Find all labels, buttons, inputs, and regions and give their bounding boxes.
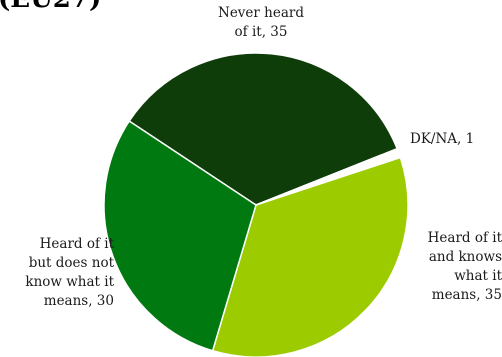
slice-label-line: and knows xyxy=(428,249,502,265)
slice-label-line: of it, 35 xyxy=(234,24,288,40)
slice-label-line: what it xyxy=(454,268,502,284)
slice-label-line: but does not xyxy=(28,255,114,271)
slice-label-line: DK/NA, 1 xyxy=(410,131,475,147)
slice-label-line: means, 35 xyxy=(431,287,502,303)
chart-title: (EU27) xyxy=(0,0,101,14)
slice-label-dk-na: DK/NA, 1 xyxy=(410,130,500,149)
slice-label-line: Heard of it xyxy=(39,236,114,252)
slice-label-heard-knows: Heard of it and knows what it means, 35 xyxy=(404,229,502,305)
slice-label-line: know what it xyxy=(25,274,114,290)
pie-slice-never-heard xyxy=(128,52,399,206)
slice-label-heard-not-know: Heard of it but does not know what it means… xyxy=(4,235,114,311)
slice-label-line: means, 30 xyxy=(43,293,114,309)
slice-label-never-heard: Never heard of it, 35 xyxy=(206,4,316,42)
slice-label-line: Never heard xyxy=(218,5,304,21)
slice-label-line: Heard of it xyxy=(427,230,502,246)
pie-slice-heard-not-know xyxy=(103,120,257,352)
